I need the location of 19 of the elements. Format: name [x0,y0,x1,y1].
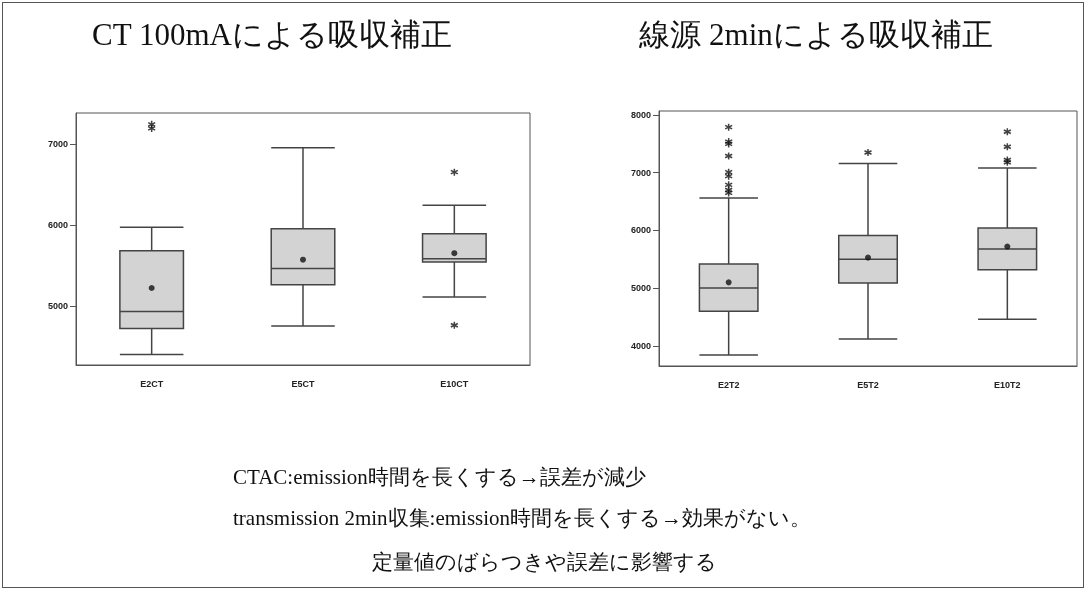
y-tick-label: 8000 [630,110,651,121]
y-tick-label: 6000 [47,219,68,230]
x-tick-label: E2CT [140,378,164,389]
y-tick-label: 4000 [630,340,651,351]
x-tick-label: E2T2 [717,379,740,390]
chart-title: CT 100mAによる吸収補正 [92,17,452,52]
x-tick-label: E10CT [440,378,469,389]
y-tick-label: 5000 [47,300,68,311]
x-tick-label: E5CT [291,378,315,389]
x-tick-label: E10T2 [994,379,1021,390]
text: transmission 2min収集:emission時間を長くする→効果がない。 [233,505,812,532]
y-tick-label: 7000 [630,167,651,178]
text: 定量値のばらつきや誤差に影響する [370,549,718,576]
text: CTAC:emission時間を長くする→誤差が減少 [233,464,646,491]
chart-title: 線源 2minによる吸収補正 [638,17,993,52]
y-tick-label: 6000 [630,225,651,236]
y-tick-label: 5000 [630,283,651,294]
y-tick-label: 7000 [47,138,68,149]
x-tick-label: E5T2 [857,379,879,390]
